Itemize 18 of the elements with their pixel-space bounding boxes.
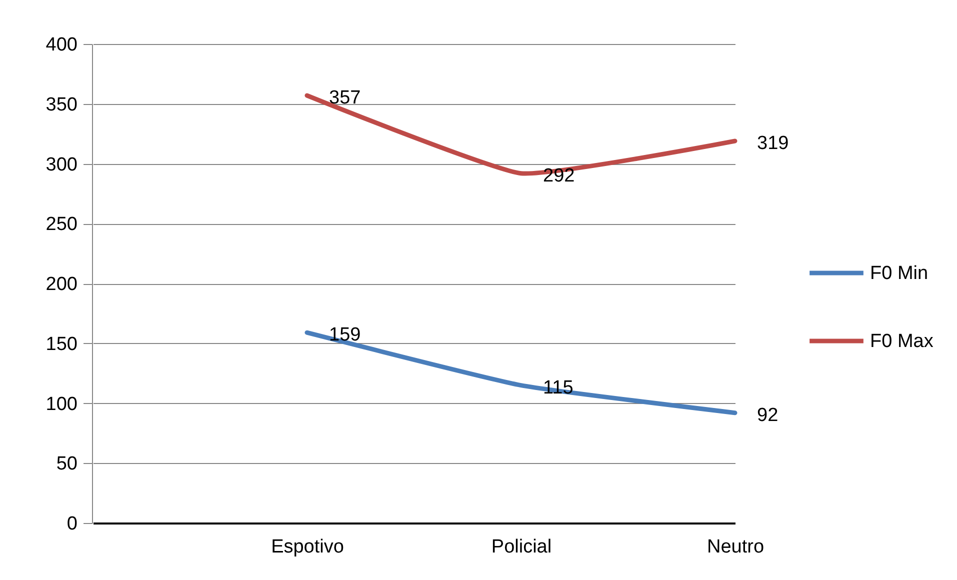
legend-label: F0 Min <box>870 263 928 284</box>
y-tick-label: 100 <box>46 394 78 415</box>
data-label: 357 <box>329 87 361 108</box>
y-tick-label: 50 <box>56 454 78 475</box>
data-label: 319 <box>757 132 789 154</box>
y-tick-label: 250 <box>46 214 78 236</box>
y-tick-label: 400 <box>46 34 78 56</box>
data-label: 92 <box>757 404 778 426</box>
y-tick-label: 0 <box>66 514 78 534</box>
data-label: 159 <box>329 324 361 346</box>
y-tick-label: 350 <box>46 94 78 116</box>
x-tick-label: Neutro <box>706 536 764 558</box>
y-tick-label: 200 <box>46 274 78 295</box>
x-tick-label: Espotivo <box>271 536 344 558</box>
x-tick-label: Policial <box>491 536 552 558</box>
y-tick-label: 300 <box>46 154 78 176</box>
legend-label: F0 Max <box>870 331 934 352</box>
y-tick-label: 150 <box>46 334 78 355</box>
